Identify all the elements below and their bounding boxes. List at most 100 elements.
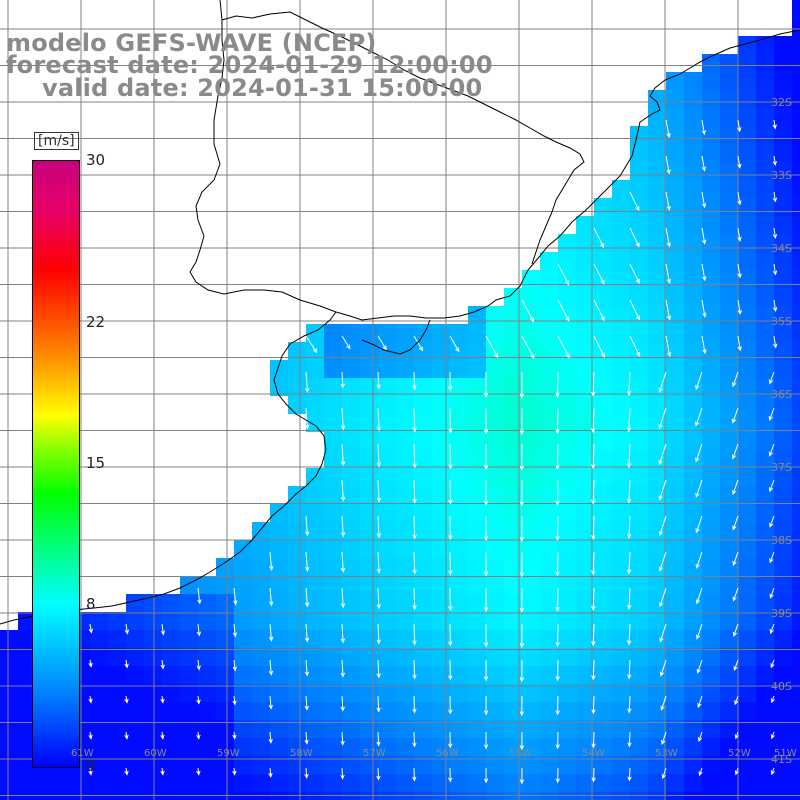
- wind-speed-cell: [684, 72, 702, 90]
- wind-speed-cell: [630, 774, 648, 792]
- wind-speed-cell: [486, 666, 504, 684]
- wind-arrow: [376, 551, 381, 574]
- wind-arrow: [160, 623, 166, 636]
- wind-speed-cell: [648, 774, 666, 792]
- wind-speed-cell: [144, 774, 162, 792]
- wind-speed-cell: [720, 54, 738, 72]
- wind-speed-cell: [504, 576, 522, 594]
- wind-speed-cell: [702, 522, 720, 540]
- wind-speed-cell: [666, 396, 684, 414]
- wind-speed-cell: [396, 486, 414, 504]
- wind-speed-cell: [144, 720, 162, 738]
- wind-speed-cell: [270, 594, 288, 612]
- wind-speed-cell: [774, 738, 792, 756]
- wind-arrow: [593, 263, 605, 285]
- wind-speed-cell: [0, 666, 18, 684]
- wind-speed-cell: [648, 216, 666, 234]
- wind-speed-cell: [342, 756, 360, 774]
- wind-speed-cell: [324, 450, 342, 468]
- wind-speed-cell: [90, 774, 108, 792]
- wind-arrow: [591, 695, 596, 715]
- wind-speed-cell: [702, 540, 720, 558]
- wind-speed-cell: [360, 432, 378, 450]
- wind-speed-cell: [738, 378, 756, 396]
- wind-speed-cell: [270, 540, 288, 558]
- wind-speed-cell: [774, 144, 792, 162]
- wind-speed-cell: [504, 396, 522, 414]
- wind-speed-cell: [540, 702, 558, 720]
- wind-arrow: [519, 551, 525, 578]
- wind-speed-cell: [594, 738, 612, 756]
- wind-speed-cell: [342, 540, 360, 558]
- wind-speed-cell: [774, 540, 792, 558]
- wind-arrow: [483, 515, 489, 542]
- wind-speed-cell: [108, 612, 126, 630]
- wind-arrow: [519, 695, 525, 717]
- wind-speed-cell: [738, 648, 756, 666]
- wind-speed-cell: [684, 720, 702, 738]
- wind-speed-cell: [720, 612, 738, 630]
- wind-arrow: [627, 659, 632, 680]
- wind-speed-cell: [666, 72, 684, 90]
- wind-speed-cell: [738, 72, 756, 90]
- wind-arrow: [737, 119, 742, 133]
- wind-speed-cell: [630, 630, 648, 648]
- wind-arrow: [412, 551, 417, 575]
- wind-speed-cell: [774, 522, 792, 540]
- wind-speed-cell: [432, 774, 450, 792]
- wind-speed-cell: [450, 684, 468, 702]
- wind-speed-cell: [234, 612, 252, 630]
- wind-speed-cell: [288, 540, 306, 558]
- wind-speed-cell: [108, 738, 126, 756]
- wind-speed-cell: [396, 324, 414, 342]
- wind-speed-cell: [630, 414, 648, 432]
- wind-speed-cell: [612, 216, 630, 234]
- wind-arrow: [88, 731, 93, 740]
- wind-arrow: [448, 371, 453, 392]
- wind-speed-cell: [720, 504, 738, 522]
- wind-speed-cell: [450, 594, 468, 612]
- wind-speed-cell: [684, 414, 702, 432]
- wind-speed-cell: [414, 450, 432, 468]
- wind-speed-cell: [252, 522, 270, 540]
- wind-speed-cell: [252, 756, 270, 774]
- wind-arrow: [732, 371, 739, 388]
- wind-speed-cell: [774, 396, 792, 414]
- wind-speed-cell: [432, 486, 450, 504]
- wind-arrow: [376, 695, 381, 713]
- wind-speed-cell: [702, 594, 720, 612]
- wind-speed-cell: [486, 378, 504, 396]
- wind-speed-cell: [432, 612, 450, 630]
- wind-speed-cell: [288, 684, 306, 702]
- wind-speed-cell: [594, 468, 612, 486]
- wind-arrow: [626, 515, 632, 540]
- wind-speed-cell: [648, 306, 666, 324]
- wind-speed-cell: [720, 180, 738, 198]
- wind-speed-cell: [630, 702, 648, 720]
- wind-arrow: [232, 731, 237, 740]
- wind-speed-cell: [468, 738, 486, 756]
- wind-arrow: [555, 731, 560, 750]
- colorbar-tick-label: 8: [86, 595, 96, 614]
- wind-speed-cell: [504, 774, 522, 792]
- wind-speed-cell: [162, 702, 180, 720]
- wind-speed-cell: [738, 450, 756, 468]
- wind-arrow: [593, 299, 605, 322]
- wind-speed-cell: [792, 432, 800, 450]
- wind-speed-cell: [702, 378, 720, 396]
- wind-speed-cell: [702, 360, 720, 378]
- wind-arrow: [483, 587, 489, 613]
- wind-arrow: [626, 551, 632, 575]
- wind-speed-cell: [378, 738, 396, 756]
- wind-speed-cell: [612, 702, 630, 720]
- wind-speed-cell: [126, 630, 144, 648]
- wind-arrow: [701, 119, 706, 136]
- coastline: [0, 0, 800, 625]
- wind-speed-cell: [756, 36, 774, 54]
- wind-arrow: [448, 407, 453, 434]
- wind-speed-cell: [594, 234, 612, 252]
- wind-arrow: [626, 623, 632, 646]
- wind-speed-cell: [468, 432, 486, 450]
- wind-speed-cell: [396, 558, 414, 576]
- wind-arrow: [124, 731, 129, 740]
